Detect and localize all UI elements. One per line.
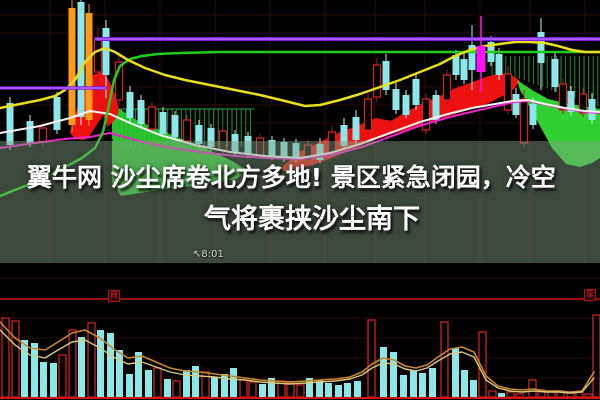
headline-line-2: 气将裹挟沙尘南下: [204, 204, 420, 235]
headline-line-1: 翼牛网 沙尘席卷北方多地! 景区紧急闭园，冷空: [27, 163, 556, 192]
highlight-bar: [476, 16, 486, 92]
time-label: 8:01: [201, 249, 224, 260]
red-stamp-right-icon: 蕊: [584, 289, 596, 301]
price-lines: [0, 37, 600, 198]
headline-overlay: 翼牛网 沙尘席卷北方多地! 景区紧急闭园，冷空 气将裹挟沙尘南下: [0, 141, 600, 263]
cursor-time-watermark: ↖8:01: [193, 249, 224, 260]
cursor-icon: ↖: [193, 249, 202, 260]
volume-ma: [0, 321, 600, 399]
red-stamp-left-icon: 同: [108, 290, 120, 302]
price-candles: [6, 0, 596, 164]
